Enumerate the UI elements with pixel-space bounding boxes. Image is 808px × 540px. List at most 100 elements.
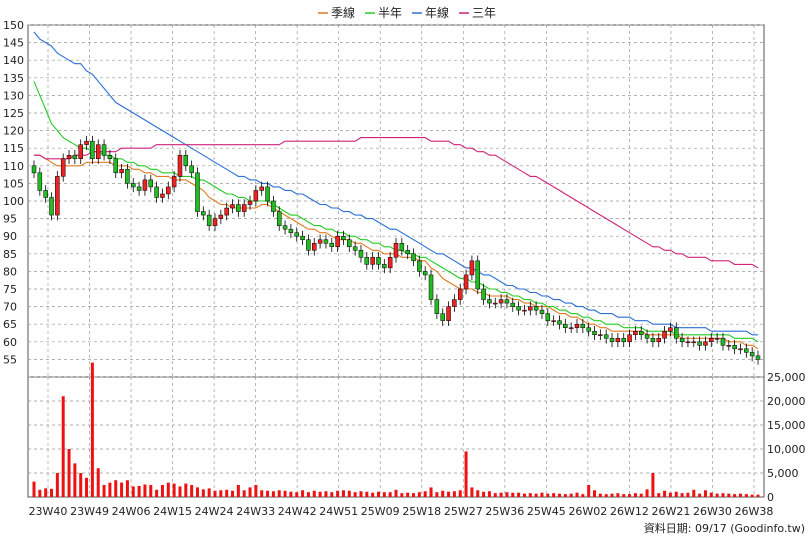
candle-body bbox=[78, 144, 83, 160]
candle-body bbox=[603, 334, 609, 339]
volume-bar bbox=[476, 490, 480, 497]
candle-body bbox=[487, 299, 492, 304]
candle-body bbox=[72, 154, 78, 160]
candle-body bbox=[627, 334, 632, 343]
volume-bar bbox=[143, 484, 147, 497]
price-tick-label: 65 bbox=[3, 318, 17, 331]
volume-bar bbox=[213, 490, 217, 497]
volume-tick-label: 5,000 bbox=[767, 467, 799, 480]
volume-bar bbox=[195, 487, 199, 497]
candle-body bbox=[142, 179, 148, 191]
volume-bar bbox=[61, 396, 65, 497]
candle-body bbox=[592, 330, 597, 336]
candle-body bbox=[563, 323, 568, 328]
volume-bar bbox=[703, 490, 707, 497]
volume-bar bbox=[709, 492, 713, 497]
volume-bar bbox=[219, 490, 223, 497]
volume-bar bbox=[587, 485, 591, 497]
candle-body bbox=[732, 345, 737, 350]
volume-bar bbox=[318, 491, 322, 497]
volume-bar bbox=[452, 491, 456, 497]
legend-label: 半年 bbox=[378, 6, 402, 20]
candle-body bbox=[697, 341, 702, 346]
x-tick-label: 24W06 bbox=[112, 505, 151, 518]
volume-bar bbox=[330, 492, 334, 497]
volume-bar bbox=[306, 492, 310, 497]
source-label: 資料日期: 09/17 (Goodinfo.tw) bbox=[644, 521, 805, 535]
x-tick-label: 25W09 bbox=[361, 505, 400, 518]
price-tick-label: 85 bbox=[3, 248, 17, 261]
candle-body bbox=[358, 250, 364, 258]
volume-bar bbox=[394, 489, 398, 497]
volume-bar bbox=[417, 492, 421, 497]
candle-body bbox=[656, 338, 661, 343]
x-tick-label: 25W36 bbox=[485, 505, 524, 518]
candle-body bbox=[171, 176, 177, 188]
ma-line-3year bbox=[34, 137, 759, 269]
volume-bar bbox=[73, 463, 77, 497]
legend-label: 三年 bbox=[472, 6, 496, 20]
volume-bar bbox=[540, 492, 544, 497]
candle-body bbox=[382, 264, 387, 269]
candle-body bbox=[148, 179, 154, 188]
volume-bar bbox=[721, 493, 725, 497]
x-tick-label: 24W33 bbox=[236, 505, 275, 518]
candle-body bbox=[271, 200, 276, 212]
volume-bar bbox=[271, 491, 275, 497]
volume-bar bbox=[50, 488, 54, 497]
candlesticks bbox=[31, 135, 761, 365]
candle-body bbox=[709, 338, 714, 343]
volume-bar bbox=[464, 451, 468, 497]
volume-bar bbox=[376, 491, 380, 497]
candle-body bbox=[516, 306, 521, 311]
candle-body bbox=[131, 183, 136, 188]
volume-bar bbox=[32, 481, 36, 497]
candle-body bbox=[341, 235, 346, 240]
volume-bar bbox=[371, 492, 375, 497]
volume-bar bbox=[756, 494, 760, 497]
volume-bar bbox=[616, 493, 620, 497]
ma-line-year bbox=[33, 31, 758, 336]
volume-bar bbox=[686, 492, 690, 497]
price-tick-label: 100 bbox=[3, 195, 24, 208]
candle-body bbox=[399, 242, 405, 251]
volume-bar bbox=[429, 487, 433, 497]
volume-bar bbox=[85, 477, 89, 497]
volume-bar bbox=[423, 491, 427, 497]
volume-bar bbox=[102, 485, 106, 497]
candle-body bbox=[323, 239, 329, 244]
price-tick-label: 60 bbox=[3, 336, 17, 349]
candle-body bbox=[638, 330, 644, 336]
candle-body bbox=[206, 214, 212, 226]
volume-bar bbox=[44, 488, 48, 497]
candle-body bbox=[504, 299, 510, 304]
volume-bar bbox=[149, 485, 153, 497]
volume-bar bbox=[593, 490, 597, 497]
candle-body bbox=[393, 242, 399, 258]
volume-bar bbox=[552, 493, 556, 497]
x-tick-label: 25W45 bbox=[527, 505, 566, 518]
volume-bar bbox=[120, 482, 124, 497]
candle-body bbox=[60, 158, 66, 177]
volume-tick-label: 15,000 bbox=[767, 419, 806, 432]
legend-label: 年線 bbox=[425, 5, 449, 20]
volume-bar bbox=[108, 482, 112, 497]
volume-bar bbox=[715, 493, 719, 497]
volume-bar bbox=[382, 492, 386, 497]
volume-bar bbox=[546, 493, 550, 497]
price-tick-label: 80 bbox=[3, 265, 17, 278]
x-tick-label: 25W27 bbox=[444, 505, 483, 518]
candle-body bbox=[446, 306, 451, 321]
candle-body bbox=[195, 172, 200, 212]
x-tick-label: 26W02 bbox=[568, 505, 607, 518]
candle-body bbox=[644, 334, 650, 339]
candle-body bbox=[609, 338, 615, 343]
candle-body bbox=[650, 338, 656, 343]
candle-body bbox=[66, 154, 72, 160]
candle-body bbox=[241, 204, 247, 212]
volume-bar bbox=[178, 486, 182, 497]
volume-bar bbox=[668, 492, 672, 497]
candle-body bbox=[481, 288, 486, 300]
candle-body bbox=[452, 299, 457, 307]
candle-body bbox=[119, 169, 124, 174]
